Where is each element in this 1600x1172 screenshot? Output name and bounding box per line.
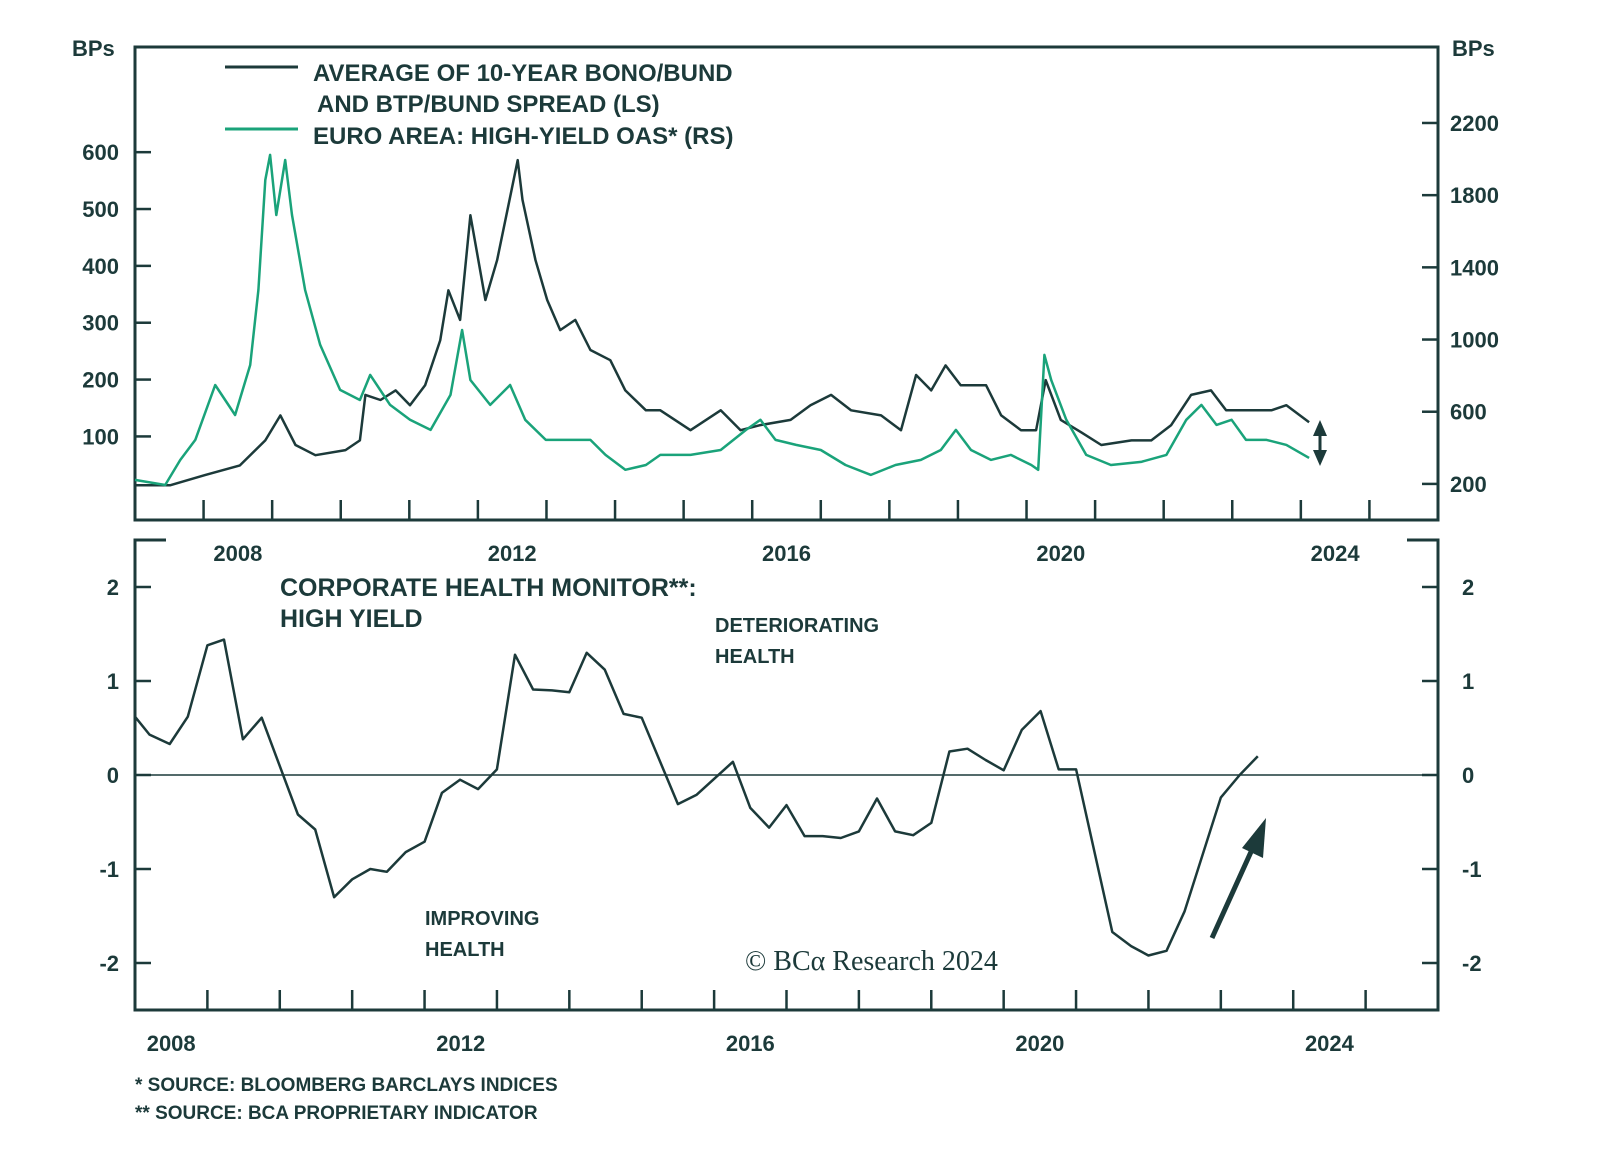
bca-watermark: © BCα Research 2024: [745, 946, 998, 977]
left-axis-label: BPs: [72, 36, 115, 61]
left-tick-label: 2: [107, 575, 119, 600]
right-tick-label: 2: [1462, 575, 1474, 600]
right-tick-label: -1: [1462, 857, 1482, 882]
annotation-deteriorating-1: DETERIORATING: [715, 615, 879, 637]
double-arrow-icon: [1313, 420, 1327, 466]
top-panel-frame: [133, 45, 1440, 522]
right-tick-label: 0: [1462, 763, 1474, 788]
top-panel: BPs BPs AVERAGE OF 10-YEAR BONO/BUND AND…: [72, 36, 1499, 566]
footnote-1: * SOURCE: BLOOMBERG BARCLAYS INDICES: [135, 1075, 558, 1096]
left-tick-label: 600: [82, 140, 119, 165]
left-tick-label: 1: [107, 669, 119, 694]
legend-label-oas: EURO AREA: HIGH-YIELD OAS* (RS): [313, 123, 733, 150]
left-tick-label: 0: [107, 763, 119, 788]
series-line-health-monitor: [134, 638, 1259, 957]
series-line-spread: [135, 158, 1310, 487]
x-tick-label: 2016: [726, 1031, 775, 1056]
x-tick-label: 2008: [213, 541, 262, 566]
x-tick-label: 2008: [147, 1031, 196, 1056]
right-tick-label: 1000: [1450, 328, 1499, 353]
annotation-deteriorating-2: HEALTH: [715, 646, 795, 668]
right-tick-label: 600: [1450, 400, 1487, 425]
x-tick-label: 2024: [1311, 541, 1361, 566]
right-axis-label: BPs: [1452, 36, 1495, 61]
top-series: [134, 153, 1310, 487]
top-axes: 100 200 300 400 500 600 200 600 1000 1400 1800 2200…: [82, 111, 1499, 566]
x-tick-label: 2020: [1015, 1031, 1064, 1056]
right-tick-label: 200: [1450, 472, 1487, 497]
right-tick-label: 1400: [1450, 255, 1499, 280]
left-tick-label: 400: [82, 254, 119, 279]
footnote-2: ** SOURCE: BCA PROPRIETARY INDICATOR: [135, 1103, 538, 1124]
bottom-chart-title-1: CORPORATE HEALTH MONITOR**:: [280, 574, 697, 602]
right-tick-label: 2200: [1450, 111, 1499, 136]
annotation-improving-2: HEALTH: [425, 939, 505, 961]
x-tick-label: 2024: [1305, 1031, 1355, 1056]
right-tick-label: 1: [1462, 669, 1474, 694]
left-tick-label: 300: [82, 311, 119, 336]
bottom-chart-title-2: HIGH YIELD: [280, 605, 423, 633]
left-tick-label: 500: [82, 197, 119, 222]
left-tick-label: 200: [82, 368, 119, 393]
bottom-series: [134, 638, 1259, 957]
right-tick-label: -2: [1462, 951, 1482, 976]
x-tick-label: 2020: [1036, 541, 1085, 566]
bottom-axes: 2 1 0 -1 -2 2 1 0 -1 -2 2008 2012 2016 2020 2024: [99, 575, 1481, 1056]
bottom-panel: CORPORATE HEALTH MONITOR**: HIGH YIELD D…: [99, 538, 1482, 1056]
annotation-improving-1: IMPROVING: [425, 908, 539, 930]
legend-label-spread-2: AND BTP/BUND SPREAD (LS): [317, 91, 660, 118]
x-tick-label: 2012: [436, 1031, 485, 1056]
x-tick-label: 2012: [488, 541, 537, 566]
left-tick-label: -1: [99, 857, 119, 882]
legend-label-spread-1: AVERAGE OF 10-YEAR BONO/BUND: [313, 60, 733, 87]
series-line-oas: [134, 153, 1310, 487]
x-tick-label: 2016: [762, 541, 811, 566]
left-tick-label: 100: [82, 424, 119, 449]
left-tick-label: -2: [99, 951, 119, 976]
up-arrow-icon: [1209, 818, 1266, 940]
right-tick-label: 1800: [1450, 183, 1499, 208]
